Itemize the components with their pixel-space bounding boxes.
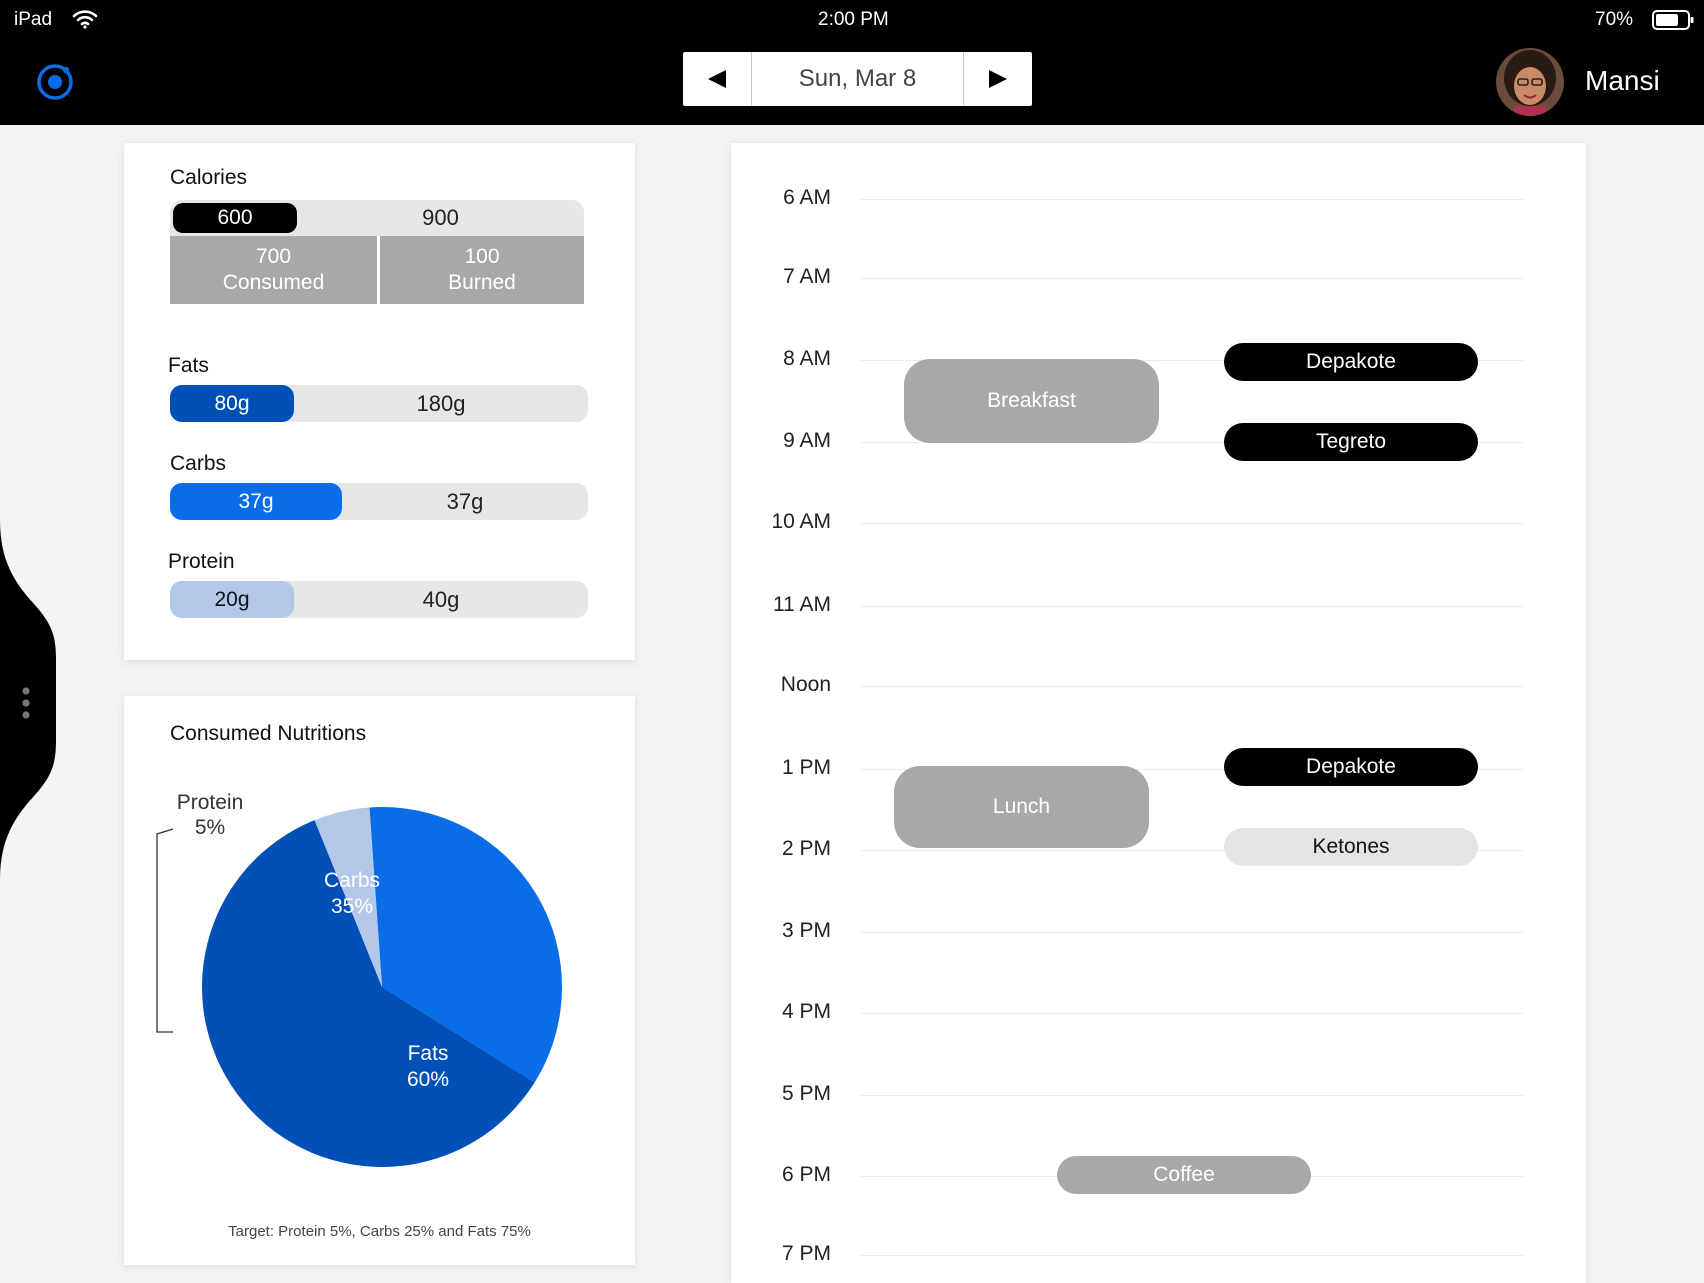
time-label: 7 AM [783,265,831,288]
nutrition-title: Consumed Nutritions [170,722,367,745]
dot-icon [22,687,30,695]
carbs-slice-value: 35% [331,895,373,918]
event-depakote-morning[interactable]: Depakote [1224,343,1478,381]
time-gridline [861,1013,1523,1014]
event-coffee[interactable]: Coffee [1057,1156,1311,1194]
nutrition-pie-chart: Protein 5% Carbs 35% Fats 60% [156,791,562,1167]
protein-bar: 20g 40g [170,581,588,618]
time-gridline [861,606,1523,607]
side-drawer-handle[interactable] [0,520,60,880]
time-label: 6 PM [781,1163,831,1186]
calories-total: 900 [422,205,459,230]
protein-label: Protein [168,550,235,573]
time-gridline [861,769,1523,770]
device-label: iPad [14,9,53,30]
calories-consumed-box: 700 Consumed [170,236,377,304]
target-note: Target: Protein 5%, Carbs 25% and Fats 7… [228,1223,531,1240]
user-photo-icon [1496,48,1564,116]
consumed-label: Consumed [222,271,325,294]
fats-label: Fats [168,354,209,377]
fats-slice-name: Fats [408,1042,449,1065]
top-bar: iPad 2:00 PM 70% Sun, Mar 8 [0,0,1704,125]
time-label: 4 PM [781,1000,831,1023]
date-navigator: Sun, Mar 8 [683,52,1032,106]
time-label: 10 AM [771,510,831,533]
carbs-remaining: 37g [446,488,484,514]
calories-title: Calories [170,166,248,189]
user-name: Mansi [1585,65,1660,96]
time-gridline [861,1255,1523,1256]
event-depakote-afternoon[interactable]: Depakote [1224,748,1478,786]
time-label: 5 PM [781,1082,831,1105]
fats-remaining: 180g [416,390,466,416]
time-label: 6 AM [783,186,831,209]
protein-consumed: 20g [170,581,294,618]
consumed-value: 700 [255,245,292,268]
event-ketones[interactable]: Ketones [1224,828,1478,866]
fats-consumed: 80g [170,385,294,422]
current-date: Sun, Mar 8 [798,65,917,92]
carbs-slice-name: Carbs [324,869,380,892]
pie-slice-fats [201,820,535,1167]
burned-value: 100 [464,245,500,268]
battery-percent: 70% [1595,9,1634,30]
time-label: 7 PM [781,1242,831,1265]
calories-bar: 600 900 [170,200,584,236]
time-gridline [861,932,1523,933]
dot-icon [22,711,30,719]
time-gridline [861,199,1523,200]
fats-bar: 80g 180g [170,385,588,422]
time-label: 9 AM [783,429,831,452]
schedule-card: 6 AM 7 AM 8 AM 9 AM 10 AM 11 AM Noon 1 PM 2 PM 3 … [731,143,1586,1283]
time-gridline [861,1095,1523,1096]
carbs-label: Carbs [170,452,227,475]
protein-slice-value: 5% [195,816,225,839]
time-gridline [861,360,1523,361]
carbs-consumed: 37g [170,483,342,520]
app-logo-icon[interactable] [35,62,75,102]
event-tegreto[interactable]: Tegreto [1224,423,1478,461]
pie-slice-protein [314,807,382,987]
pie-slice-carbs [369,807,562,1083]
wifi-icon [72,10,98,29]
clock: 2:00 PM [818,9,889,30]
time-gridline [861,850,1523,851]
carbs-bar: 37g 37g [170,483,588,520]
protein-leader-line [156,828,174,1033]
protein-remaining: 40g [422,586,460,612]
time-label: 11 AM [773,593,831,616]
triangle-right-icon [989,70,1007,88]
dot-icon [22,699,30,707]
time-label: 3 PM [781,919,831,942]
nutrition-card: Consumed Nutritions Protein 5% Carbs 35%… [124,696,635,1265]
burned-label: Burned [448,271,516,294]
triangle-left-icon [708,70,726,88]
protein-slice-name: Protein [177,791,244,814]
event-breakfast[interactable]: Breakfast [904,359,1159,443]
battery-icon [1652,10,1694,30]
calories-card: Calories 600 900 700 Consumed 100 Burned… [124,143,635,660]
time-label: 2 PM [781,837,831,860]
time-label: Noon [780,673,831,696]
previous-day-button[interactable] [683,52,752,106]
fats-slice-value: 60% [407,1068,449,1091]
time-label: 8 AM [783,347,831,370]
time-gridline [861,442,1523,443]
calories-target: 600 [173,203,297,233]
next-day-button[interactable] [963,52,1032,106]
time-label: 1 PM [781,756,831,779]
time-gridline [861,686,1523,687]
calories-burned-box: 100 Burned [380,236,584,304]
time-gridline [861,523,1523,524]
event-lunch[interactable]: Lunch [894,766,1149,848]
time-gridline [861,278,1523,279]
avatar[interactable] [1496,48,1564,116]
